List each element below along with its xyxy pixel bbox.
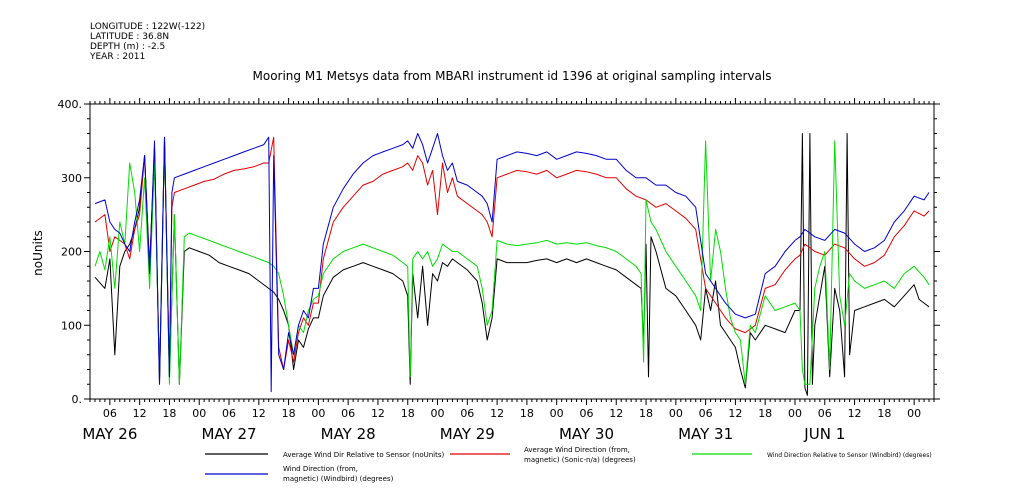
x-tick-label: 00 — [550, 407, 564, 420]
y-tick-label: 200 — [61, 246, 82, 259]
x-tick-label: 00 — [907, 407, 921, 420]
y-tick-label: 100 — [61, 319, 82, 332]
x-tick-label: 06 — [460, 407, 474, 420]
legend-label-1a: Average Wind Direction (from, — [524, 446, 630, 454]
x-tick-label: 06 — [222, 407, 236, 420]
series-line-2 — [94, 140, 930, 385]
header-block: LONGITUDE : 122W(-122) LATITUDE : 36.8N … — [89, 22, 205, 62]
x-tick-label: 06 — [818, 407, 832, 420]
x-tick-label: 18 — [877, 407, 891, 420]
day-label: MAY 29 — [440, 425, 495, 443]
x-tick-label: 00 — [788, 407, 802, 420]
y-axis-label: noUnits — [31, 230, 45, 276]
day-label: MAY 27 — [201, 425, 256, 443]
x-tick-label: 18 — [162, 407, 176, 420]
x-tick-label: 18 — [520, 407, 534, 420]
header-longitude: LONGITUDE : 122W(-122) — [90, 22, 205, 32]
series-line-1 — [94, 136, 930, 378]
y-tick-label: 0. — [72, 393, 83, 406]
legend: Average Wind Dir Relative to Sensor (noU… — [205, 446, 932, 483]
day-label: MAY 31 — [678, 425, 733, 443]
header-year: YEAR : 2011 — [89, 52, 145, 62]
x-tick-label: 12 — [848, 407, 862, 420]
x-tick-label: 00 — [192, 407, 206, 420]
x-tick-label: 18 — [758, 407, 772, 420]
day-label: JUN 1 — [803, 425, 845, 443]
series-layer — [94, 133, 930, 396]
header-latitude: LATITUDE : 36.8N — [90, 32, 169, 42]
day-label: MAY 30 — [559, 425, 614, 443]
y-tick-label: 400. — [58, 98, 83, 111]
x-tick-label: 18 — [401, 407, 415, 420]
series-line-0 — [94, 133, 930, 396]
x-tick-label: 18 — [282, 407, 296, 420]
series-line-3 — [94, 133, 930, 393]
x-tick-label: 00 — [669, 407, 683, 420]
day-label: MAY 28 — [321, 425, 376, 443]
x-tick-label: 06 — [699, 407, 713, 420]
legend-label-1b: magnetic) (Sonic-n/a) (degrees) — [524, 456, 636, 464]
legend-label-0: Average Wind Dir Relative to Sensor (noU… — [283, 451, 444, 459]
x-tick-label: 06 — [103, 407, 117, 420]
x-tick-label: 12 — [490, 407, 504, 420]
x-tick-label: 06 — [579, 407, 593, 420]
x-tick-label: 00 — [311, 407, 325, 420]
y-tick-label: 300 — [61, 172, 82, 185]
legend-label-3b: magnetic) (Windbird) (degrees) — [283, 475, 394, 483]
x-tick-label: 06 — [341, 407, 355, 420]
x-tick-label: 12 — [371, 407, 385, 420]
axis-layer: 06 12 18 00 06 12 18 00 06 12 18 00 06 12 18 00 06 12 18 00… — [58, 98, 940, 443]
x-tick-label: 12 — [728, 407, 742, 420]
x-tick-label: 12 — [609, 407, 623, 420]
day-label: MAY 26 — [82, 425, 137, 443]
x-tick-label: 12 — [133, 407, 147, 420]
x-tick-label: 00 — [431, 407, 445, 420]
legend-label-3a: Wind Direction (from, — [283, 465, 358, 473]
chart-title: Mooring M1 Metsys data from MBARI instru… — [253, 69, 772, 83]
legend-label-2: Wind Direction Relative to Sensor (Windb… — [767, 452, 932, 459]
x-tick-label: 18 — [639, 407, 653, 420]
x-tick-label: 12 — [252, 407, 266, 420]
header-depth: DEPTH (m) : -2.5 — [90, 42, 165, 52]
